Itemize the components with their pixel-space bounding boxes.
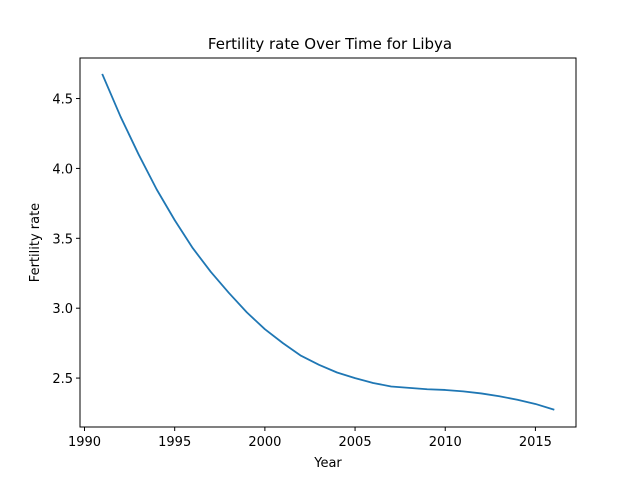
data-point	[174, 219, 176, 221]
series-line-0	[101, 73, 555, 411]
data-point	[444, 389, 446, 391]
data-point	[390, 385, 392, 388]
data-point	[138, 153, 140, 156]
x-tick-label: 2005	[339, 435, 372, 450]
y-tick-label: 2.5	[52, 372, 73, 387]
x-tick-label: 2010	[429, 435, 462, 450]
data-point	[498, 395, 500, 397]
data-point	[282, 342, 284, 344]
data-point	[480, 392, 482, 395]
data-point	[210, 271, 212, 273]
data-point	[372, 382, 374, 384]
y-tick-label: 3.0	[52, 302, 73, 317]
data-point	[264, 328, 266, 330]
series-layer	[101, 73, 555, 411]
ticks-layer: 1990 1995 2000 2005 2010 2015 2.5 3.0 3.5 4.0 4.5	[52, 93, 552, 450]
y-tick-label: 3.5	[52, 232, 73, 247]
x-tick-label: 1995	[158, 435, 191, 450]
data-point	[408, 387, 410, 389]
y-tick-label: 4.5	[52, 93, 73, 108]
x-tick-label: 2000	[248, 435, 281, 450]
data-point	[119, 116, 122, 118]
data-point	[246, 311, 248, 313]
data-point	[156, 188, 158, 190]
plot-area-frame	[79, 57, 577, 428]
data-point	[354, 377, 356, 379]
data-point	[426, 388, 428, 390]
data-point	[462, 390, 464, 392]
x-tick-label: 1990	[68, 435, 101, 450]
data-point	[552, 408, 555, 411]
x-axis-label: Year	[313, 456, 342, 471]
chart-title: Fertility rate Over Time for Libya	[208, 35, 452, 53]
data-point	[192, 247, 194, 249]
data-point	[101, 74, 104, 76]
data-point	[336, 371, 338, 374]
data-point	[228, 292, 230, 294]
data-point	[318, 364, 320, 366]
y-tick-label: 4.0	[52, 162, 73, 177]
x-tick-label: 2015	[519, 435, 552, 450]
data-point	[534, 403, 537, 405]
data-point	[516, 399, 518, 401]
data-point	[300, 355, 302, 357]
y-axis-label: Fertility rate	[28, 203, 43, 282]
